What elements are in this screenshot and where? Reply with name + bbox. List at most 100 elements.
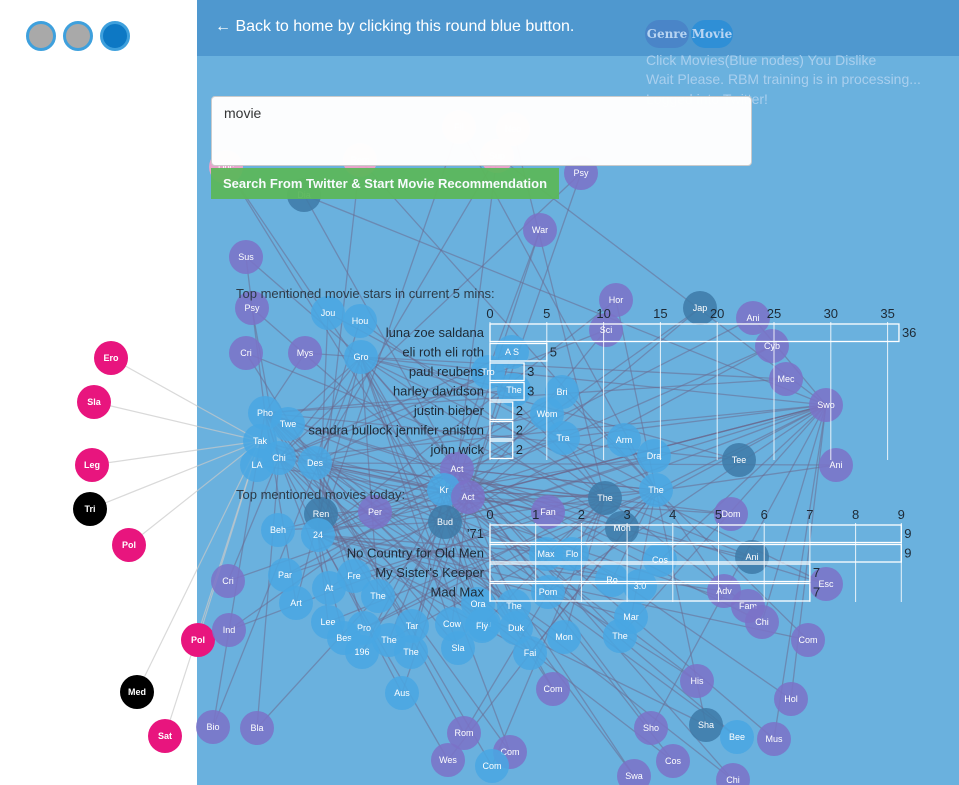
graph-node-circle[interactable] [617,759,651,785]
graph-node[interactable]: The [361,579,395,613]
graph-node[interactable]: His [680,664,714,698]
graph-node[interactable]: Pol [181,623,215,657]
graph-node-circle[interactable] [716,763,750,785]
graph-node-circle[interactable] [279,586,313,620]
graph-node[interactable]: Cos [643,543,677,577]
graph-node-circle[interactable] [614,600,648,634]
graph-node[interactable]: Hor [599,283,633,317]
movie-legend-button[interactable]: Movie [691,20,733,48]
graph-node[interactable]: Des [298,446,332,480]
graph-node[interactable]: Cri [229,336,263,370]
graph-node[interactable]: Sus [229,240,263,274]
graph-node-circle[interactable] [337,559,371,593]
graph-node-circle[interactable] [229,336,263,370]
graph-node-circle[interactable] [261,513,295,547]
graph-node-circle[interactable] [361,579,395,613]
graph-node-circle[interactable] [435,607,469,641]
graph-node-circle[interactable] [394,635,428,669]
graph-node[interactable]: Cos [656,744,690,778]
graph-node-circle[interactable] [722,443,756,477]
graph-node[interactable]: Fre [337,559,371,593]
graph-node[interactable]: Bee [720,720,754,754]
graph-node-circle[interactable] [94,341,128,375]
graph-node[interactable]: Hol [774,682,808,716]
back-to-home-hint[interactable]: ← Back to home by clicking this round bl… [215,18,575,35]
graph-node-circle[interactable] [428,505,462,539]
graph-node-circle[interactable] [288,336,322,370]
graph-node[interactable]: Cyb [755,329,789,363]
graph-node[interactable]: 3:0 [623,569,657,603]
graph-node-circle[interactable] [343,304,377,338]
graph-node[interactable]: Sci [589,313,623,347]
graph-node-circle[interactable] [774,682,808,716]
graph-node-circle[interactable] [769,362,803,396]
graph-node-circle[interactable] [588,481,622,515]
graph-node[interactable]: Wes [431,743,465,777]
graph-node[interactable]: Mys [288,336,322,370]
graph-node-circle[interactable] [714,497,748,531]
graph-node-circle[interactable] [112,528,146,562]
graph-node[interactable]: Mon [605,511,639,545]
graph-node[interactable]: Bio [196,710,230,744]
graph-node-circle[interactable] [656,744,690,778]
graph-node-circle[interactable] [819,448,853,482]
graph-node[interactable]: Per [358,495,392,529]
graph-node-circle[interactable] [643,543,677,577]
graph-node-circle[interactable] [268,558,302,592]
graph-node-circle[interactable] [298,446,332,480]
graph-node-circle[interactable] [181,623,215,657]
graph-node-circle[interactable] [385,676,419,710]
graph-node[interactable]: Pol [112,528,146,562]
graph-node-circle[interactable] [637,439,671,473]
graph-node[interactable]: The [588,481,622,515]
graph-node-circle[interactable] [148,719,182,753]
graph-node-circle[interactable] [735,540,769,574]
graph-node[interactable]: Ind [212,613,246,647]
genre-legend-button[interactable]: Genre [645,20,689,48]
graph-node-circle[interactable] [212,613,246,647]
graph-node-circle[interactable] [689,708,723,742]
graph-node-circle[interactable] [513,636,547,670]
graph-node-circle[interactable] [431,743,465,777]
graph-node[interactable]: Sha [689,708,723,742]
home-circle-button-2[interactable] [63,21,93,51]
graph-node-circle[interactable] [475,749,509,783]
graph-node-circle[interactable] [235,291,269,325]
graph-node-circle[interactable] [344,340,378,374]
graph-node[interactable]: Tra [546,421,580,455]
graph-node[interactable]: Fai [513,636,547,670]
graph-node-circle[interactable] [589,313,623,347]
graph-node[interactable]: Mus [757,722,791,756]
graph-node-circle[interactable] [447,716,481,750]
graph-node[interactable]: Ero [94,341,128,375]
graph-node[interactable]: Bud [428,505,462,539]
graph-node-circle[interactable] [196,710,230,744]
graph-node[interactable]: Mar [614,600,648,634]
graph-node[interactable]: Aus [385,676,419,710]
graph-node-circle[interactable] [547,620,581,654]
graph-node[interactable]: Mon [547,620,581,654]
graph-node-circle[interactable] [240,711,274,745]
graph-node[interactable]: Rom [447,716,481,750]
graph-node[interactable]: Swa [617,759,651,785]
graph-node-circle[interactable] [809,567,843,601]
graph-node-circle[interactable] [745,605,779,639]
graph-node-circle[interactable] [634,711,668,745]
graph-node-circle[interactable] [546,421,580,455]
graph-node[interactable]: The [497,589,531,623]
graph-node[interactable]: Ani [735,540,769,574]
graph-node[interactable]: Dra [637,439,671,473]
search-twitter-button[interactable]: Search From Twitter & Start Movie Recomm… [211,168,559,199]
graph-node[interactable]: Ani [736,301,770,335]
graph-node[interactable]: Psy [235,291,269,325]
graph-node[interactable]: 196 [345,635,379,669]
graph-node[interactable]: Sat [148,719,182,753]
graph-node[interactable]: Jou [311,296,345,330]
graph-node-circle[interactable] [465,609,499,643]
graph-node-circle[interactable] [683,291,717,325]
graph-node-circle[interactable] [311,296,345,330]
graph-node[interactable]: The [639,473,673,507]
graph-node[interactable]: Dom [714,497,748,531]
graph-node[interactable]: Par [268,558,302,592]
graph-node-circle[interactable] [75,448,109,482]
